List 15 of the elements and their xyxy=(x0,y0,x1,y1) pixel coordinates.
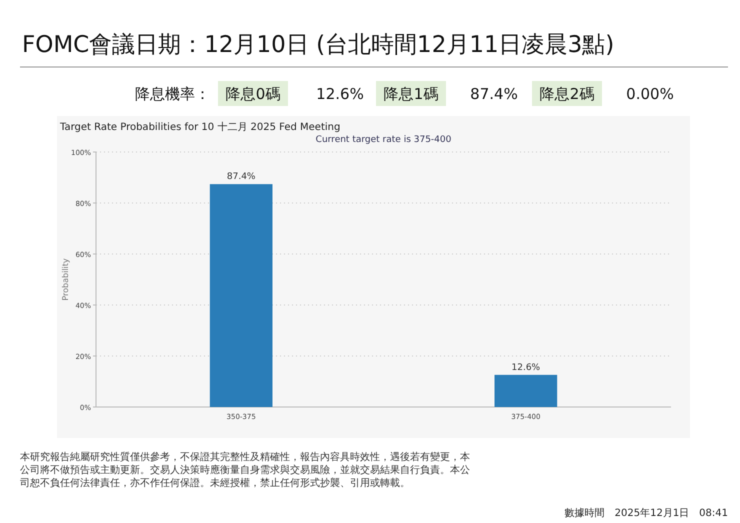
chart-title: FOMC會議日期：12月10日 (台北時間12月11日凌晨3點) xyxy=(22,32,614,58)
chart-subtitle: Target Rate Probabilities for 10 十二月 2025 Fed Meeting xyxy=(59,121,340,133)
data-label: 12.6% xyxy=(512,362,541,373)
text: 降息機率： xyxy=(135,85,210,103)
data-label: 87.4% xyxy=(226,172,256,182)
text: 0.00% xyxy=(626,85,674,103)
text: Current target rate is 375-400 xyxy=(316,135,452,145)
text: 12.6% xyxy=(316,85,364,103)
text: 降息1碼 xyxy=(384,85,438,103)
text: 降息2碼 xyxy=(540,85,594,103)
text: 本研究報告純屬研究性質僅供參考，不保證其完整性及精確性，報告內容具時效性，遇後若有變更，本公司將不做預告或主動更新。交易人決策時應衡量自身需求與交易風險，並就交易結果自行負責。本公司恕不負任何法律責任，亦不作任何保證。未經授權，禁止任何形式抄襲、引用或轉載。 xyxy=(20,451,470,489)
text: 數據時間 2025年12月1日 08:41 xyxy=(564,507,728,519)
y-axis-title: Probability xyxy=(61,258,70,301)
text: 降息0碼 xyxy=(226,85,280,103)
text: 87.4% xyxy=(470,85,518,103)
